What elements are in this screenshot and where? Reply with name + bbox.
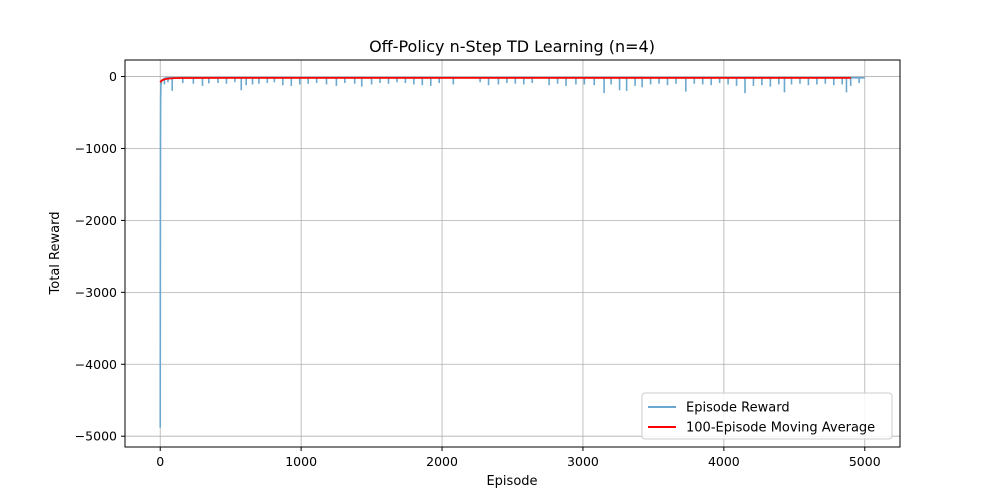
series-layer bbox=[159, 76, 865, 428]
x-tick-label: 5000 bbox=[849, 454, 881, 469]
legend-label: Episode Reward bbox=[686, 401, 790, 416]
x-tick-label: 2000 bbox=[426, 454, 458, 469]
y-tick-label: −2000 bbox=[75, 213, 117, 228]
y-tick-label: −5000 bbox=[75, 429, 117, 444]
legend-label: 100-Episode Moving Average bbox=[686, 421, 875, 436]
moving-average-line bbox=[159, 76, 851, 83]
x-tick-label: 1000 bbox=[285, 454, 317, 469]
y-tick-label: −4000 bbox=[75, 357, 117, 372]
y-tick-label: −3000 bbox=[75, 285, 117, 300]
chart-title: Off-Policy n-Step TD Learning (n=4) bbox=[369, 37, 655, 56]
axis-ticks: 0 1000 2000 3000 4000 5000 0 −1000 −2000 −3000 −40… bbox=[75, 69, 881, 469]
x-tick-label: 3000 bbox=[567, 454, 599, 469]
x-tick-label: 0 bbox=[156, 454, 164, 469]
plot-frame bbox=[124, 59, 901, 448]
legend-box bbox=[641, 392, 893, 440]
x-tick-label: 4000 bbox=[708, 454, 740, 469]
legend: Episode Reward 100-Episode Moving Average bbox=[641, 392, 893, 440]
y-tick-label: 0 bbox=[109, 69, 117, 84]
x-axis-label: Episode bbox=[486, 474, 537, 489]
y-tick-label: −1000 bbox=[75, 141, 117, 156]
grid bbox=[125, 60, 900, 447]
y-axis-label: Total Reward bbox=[48, 212, 63, 296]
